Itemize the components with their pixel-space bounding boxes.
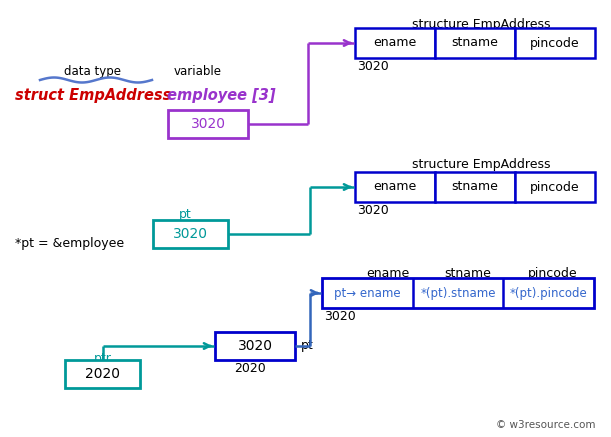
Text: 3020: 3020	[191, 117, 225, 131]
Text: ptr: ptr	[93, 352, 111, 365]
Text: pt: pt	[178, 208, 191, 221]
Text: 3020: 3020	[357, 60, 389, 73]
Text: employee [3]: employee [3]	[162, 88, 276, 103]
Text: ename: ename	[373, 180, 417, 194]
Bar	[355, 172, 435, 202]
Text: stname: stname	[445, 267, 491, 280]
Text: stname: stname	[452, 37, 499, 49]
Text: pincode: pincode	[528, 267, 578, 280]
Text: data type: data type	[65, 65, 122, 78]
Text: 2020: 2020	[85, 367, 120, 381]
Text: *(pt).pincode: *(pt).pincode	[510, 287, 588, 299]
Text: structure EmpAddress: structure EmpAddress	[412, 158, 551, 171]
Text: pt: pt	[301, 340, 314, 353]
Text: pincode: pincode	[530, 37, 580, 49]
Text: stname: stname	[452, 180, 499, 194]
Text: 3020: 3020	[357, 204, 389, 217]
Text: structure EmpAddress: structure EmpAddress	[412, 18, 551, 31]
Text: ename: ename	[373, 37, 417, 49]
Text: *(pt).stname: *(pt).stname	[420, 287, 496, 299]
Text: pt→ ename: pt→ ename	[334, 287, 401, 299]
Bar	[322, 278, 594, 308]
Text: pincode: pincode	[530, 180, 580, 194]
Text: © w3resource.com: © w3resource.com	[496, 420, 595, 430]
Bar	[215, 332, 295, 360]
Bar	[355, 28, 435, 58]
Bar	[515, 28, 595, 58]
Text: 2020: 2020	[234, 362, 266, 375]
Bar	[153, 220, 228, 248]
Text: *pt = &employee: *pt = &employee	[15, 237, 124, 250]
Bar	[168, 110, 248, 138]
Bar	[435, 28, 515, 58]
Text: struct EmpAddress: struct EmpAddress	[15, 88, 171, 103]
Bar	[435, 172, 515, 202]
Text: ename: ename	[367, 267, 409, 280]
Text: 3020: 3020	[324, 310, 356, 323]
Text: variable: variable	[174, 65, 222, 78]
Text: 3020: 3020	[238, 339, 273, 353]
Bar	[65, 360, 140, 388]
Bar	[515, 172, 595, 202]
Text: 3020: 3020	[173, 227, 208, 241]
